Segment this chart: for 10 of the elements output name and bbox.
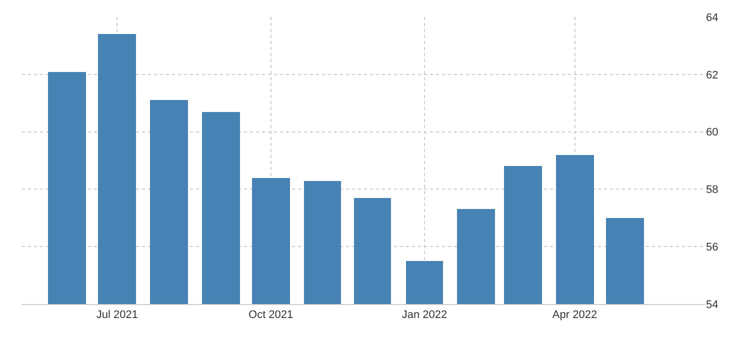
y-tick-label: 56 xyxy=(706,241,718,254)
y-tick-label: 62 xyxy=(706,69,718,82)
y-tick-label: 54 xyxy=(706,298,718,311)
x-tick-label: Oct 2021 xyxy=(248,309,294,322)
x-tick-label: Apr 2022 xyxy=(552,309,598,322)
x-tick-label: Jul 2021 xyxy=(96,309,138,322)
y-tick-label: 60 xyxy=(706,126,718,139)
x-tick-label: Jan 2022 xyxy=(402,309,448,322)
y-tick-label: 58 xyxy=(706,184,718,196)
y-tick-label: 64 xyxy=(706,12,718,24)
